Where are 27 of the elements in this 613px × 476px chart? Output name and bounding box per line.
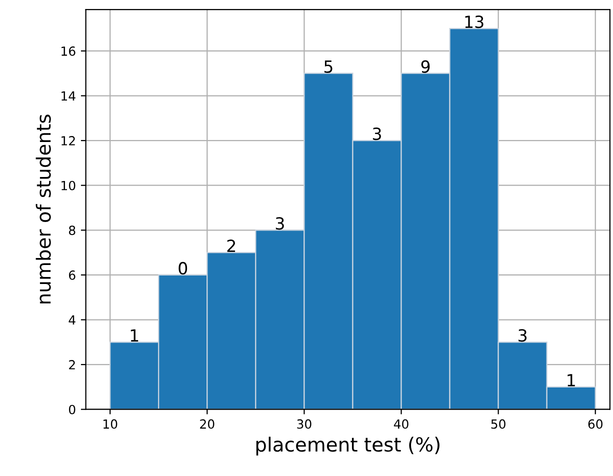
y-tick-label: 2: [69, 360, 75, 370]
y-tick-label: 14: [62, 91, 76, 101]
y-tick-label: 10: [62, 180, 76, 190]
x-tick-label: 20: [200, 419, 214, 429]
annotation: 3: [276, 217, 284, 230]
annotation: 9: [421, 60, 430, 73]
x-tick-label: 30: [297, 419, 312, 429]
annotation: 13: [465, 16, 484, 28]
annotation: 1: [130, 329, 138, 342]
y-tick-label: 0: [68, 404, 76, 414]
annotation: 1: [568, 374, 575, 386]
y-tick-label: 4: [68, 315, 76, 325]
annotation: 2: [227, 240, 236, 252]
x-axis-title: placement test (%): [256, 436, 440, 456]
annotation: 0: [178, 262, 188, 275]
x-tick-label: 60: [588, 419, 602, 429]
y-axis-title: number of students: [36, 114, 51, 304]
annotation: 3: [372, 128, 381, 140]
annotation: 5: [324, 60, 332, 73]
y-tick-label: 6: [69, 270, 76, 280]
x-tick-label: 10: [104, 419, 118, 429]
x-tick-label: 40: [394, 419, 408, 429]
y-tick-label: 12: [62, 136, 75, 146]
y-tick-label: 8: [68, 226, 76, 236]
y-tick-label: 16: [62, 46, 76, 56]
annotation: 3: [518, 329, 527, 342]
x-tick-label: 50: [491, 419, 506, 429]
